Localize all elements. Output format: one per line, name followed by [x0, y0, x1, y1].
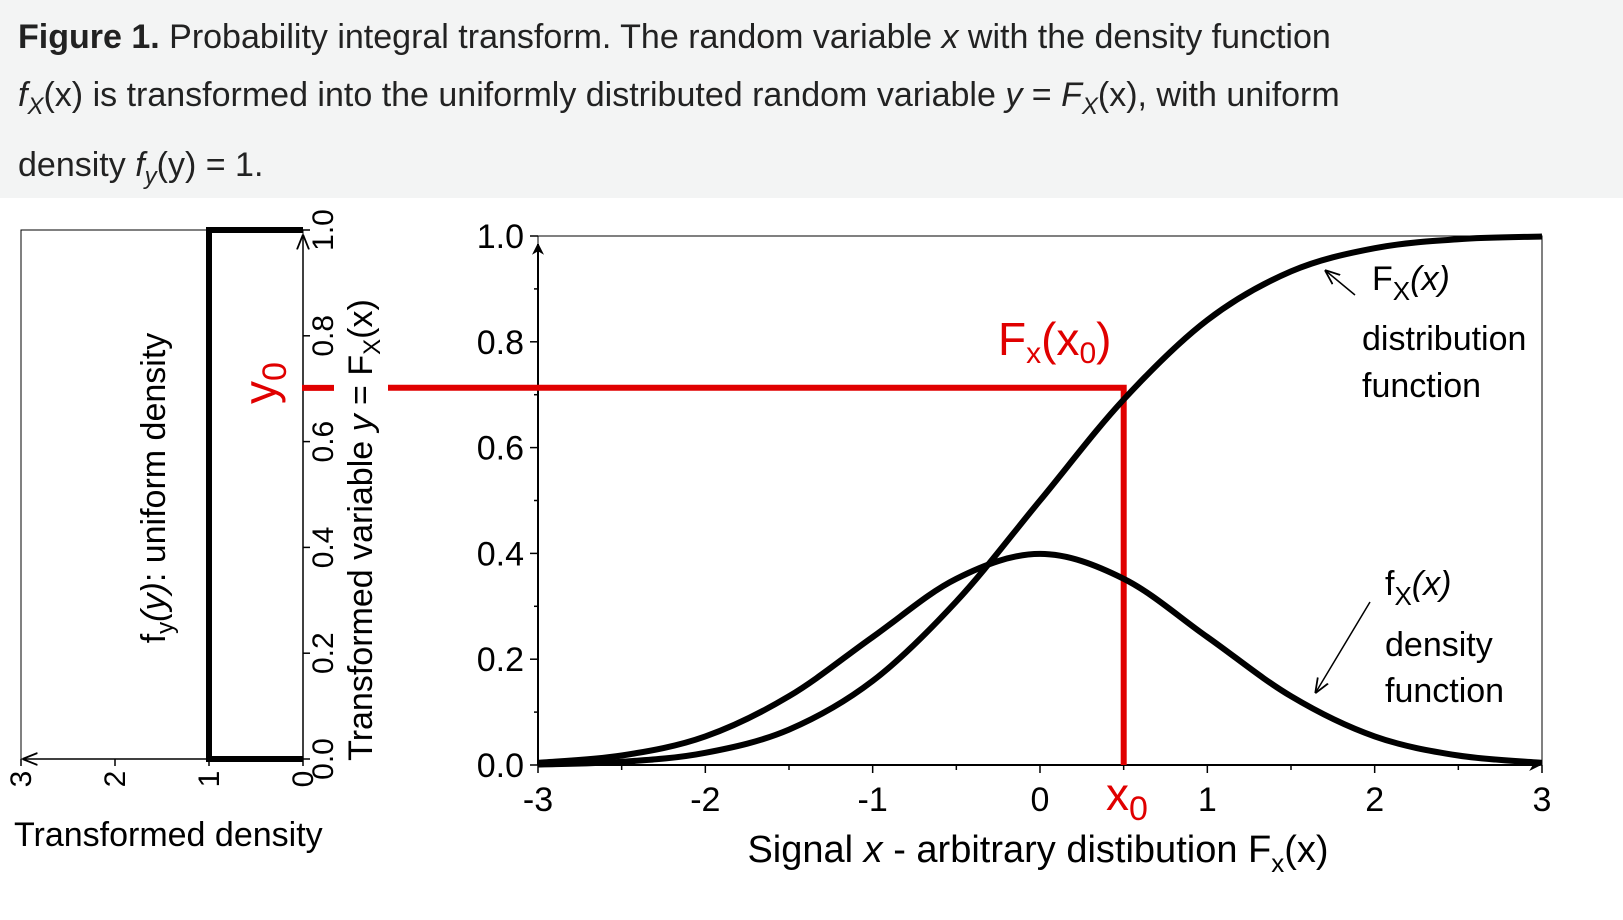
left-y-tick-label: 0.4 — [307, 527, 340, 569]
left-x-tick-label: 0 — [287, 771, 320, 788]
uniform-density-line — [206, 227, 303, 762]
left-y-tick-label: 1.0 — [307, 209, 340, 251]
cdf-name-label: FX(x) — [1372, 260, 1450, 306]
cdf-desc-line-1: distribution — [1362, 320, 1526, 358]
caption-seg: with the density function — [958, 18, 1331, 56]
x-tick-label: 3 — [1533, 781, 1552, 819]
left-x-label: Transformed density — [14, 816, 323, 854]
transformed-density-panel: 0.0 0.2 0.4 0.6 0.8 1.0 3 2 1 0 Transformed dens… — [5, 209, 386, 854]
caption-seg: y — [144, 162, 157, 190]
left-x-tick-label: 2 — [99, 771, 132, 788]
main-y-ticks: 0.0 0.2 0.4 0.6 0.8 1.0 — [477, 218, 538, 785]
caption-seg: = — [1022, 76, 1062, 114]
left-x-ticks: 3 2 1 0 — [5, 759, 320, 787]
caption-seg: f — [135, 145, 145, 184]
x-tick-label: 1 — [1198, 781, 1217, 819]
Fx0-label: Fx(x0) — [998, 313, 1111, 370]
pdf-pointer-arrow — [1316, 601, 1371, 692]
pdf-curve — [537, 550, 1543, 766]
caption-seg: F — [1061, 76, 1082, 114]
caption-seg: (x) — [43, 76, 84, 114]
main-x-label: Signal x - arbitrary distibution Fx(x) — [747, 829, 1328, 878]
cdf-curve — [537, 233, 1543, 768]
pdf-name-label: fX(x) — [1385, 565, 1451, 611]
caption-seg: (x) — [1097, 76, 1138, 114]
left-y-tick-label: 0.2 — [307, 632, 340, 674]
caption-seg: f — [18, 76, 28, 114]
figure-caption: Figure 1. Probability integral transform… — [0, 0, 1623, 198]
x-tick-label: -2 — [690, 781, 720, 819]
x0-label: x0 — [1106, 768, 1148, 828]
x-tick-label: 0 — [1031, 781, 1050, 819]
left-y-tick-label: 0.8 — [307, 315, 340, 357]
y-tick-label: 0.8 — [477, 324, 524, 362]
main-panel: 0.00.20.40.60.81.0 -3 -2 -1 0 1 2 3 Fx(x0) x0 … — [388, 218, 1551, 878]
y-tick-label: 0.6 — [477, 430, 524, 468]
y-tick-label: 0.4 — [477, 535, 524, 573]
caption-seg: Probability integral transform. The rand… — [159, 18, 942, 56]
y-tick-label: 0.2 — [477, 641, 524, 679]
pdf-desc-line-2: function — [1385, 672, 1504, 710]
x-tick-label: -1 — [858, 781, 888, 819]
caption-text: Figure 1. Probability integral transform… — [18, 8, 1605, 206]
cdf-desc-line-2: function — [1362, 367, 1481, 405]
left-y-ticks: 0.0 0.2 0.4 0.6 0.8 1.0 — [303, 209, 340, 780]
caption-seg: is transformed into the uniformly distri… — [83, 76, 1006, 114]
x-tick-label: 2 — [1365, 781, 1384, 819]
pdf-desc-line-1: density — [1385, 626, 1493, 664]
left-y-tick-label: 0.0 — [307, 738, 340, 780]
x-tick-label: -3 — [523, 781, 553, 819]
figure-chart: 0.0 0.2 0.4 0.6 0.8 1.0 3 2 1 0 Transformed dens… — [5, 209, 1551, 878]
caption-seg: X — [1081, 92, 1098, 120]
cdf-pointer-arrow — [1326, 271, 1356, 296]
caption-seg: x — [941, 18, 959, 56]
caption-seg: X — [27, 92, 44, 120]
caption-seg: (y) — [156, 145, 197, 184]
caption-seg: = 1. — [196, 145, 264, 184]
y-tick-label: 1.0 — [477, 218, 524, 256]
main-x-ticks: -3 -2 -1 0 1 2 3 — [523, 765, 1552, 819]
caption-seg: y — [1005, 76, 1023, 114]
uniform-density-label: fy(y): uniform density — [135, 333, 179, 644]
left-x-tick-label: 1 — [193, 771, 226, 788]
y0-label: y0 — [234, 362, 294, 404]
x0-projection-line — [388, 384, 1127, 765]
caption-label: Figure 1. — [18, 18, 160, 56]
left-y-label: Transformed variable y = FX(x) — [342, 299, 386, 761]
caption-seg: , with uniform — [1137, 76, 1340, 114]
left-x-tick-label: 3 — [5, 771, 38, 788]
y-tick-label: 0.0 — [477, 747, 524, 785]
caption-seg: density — [18, 145, 136, 184]
left-y-tick-label: 0.6 — [307, 421, 340, 463]
